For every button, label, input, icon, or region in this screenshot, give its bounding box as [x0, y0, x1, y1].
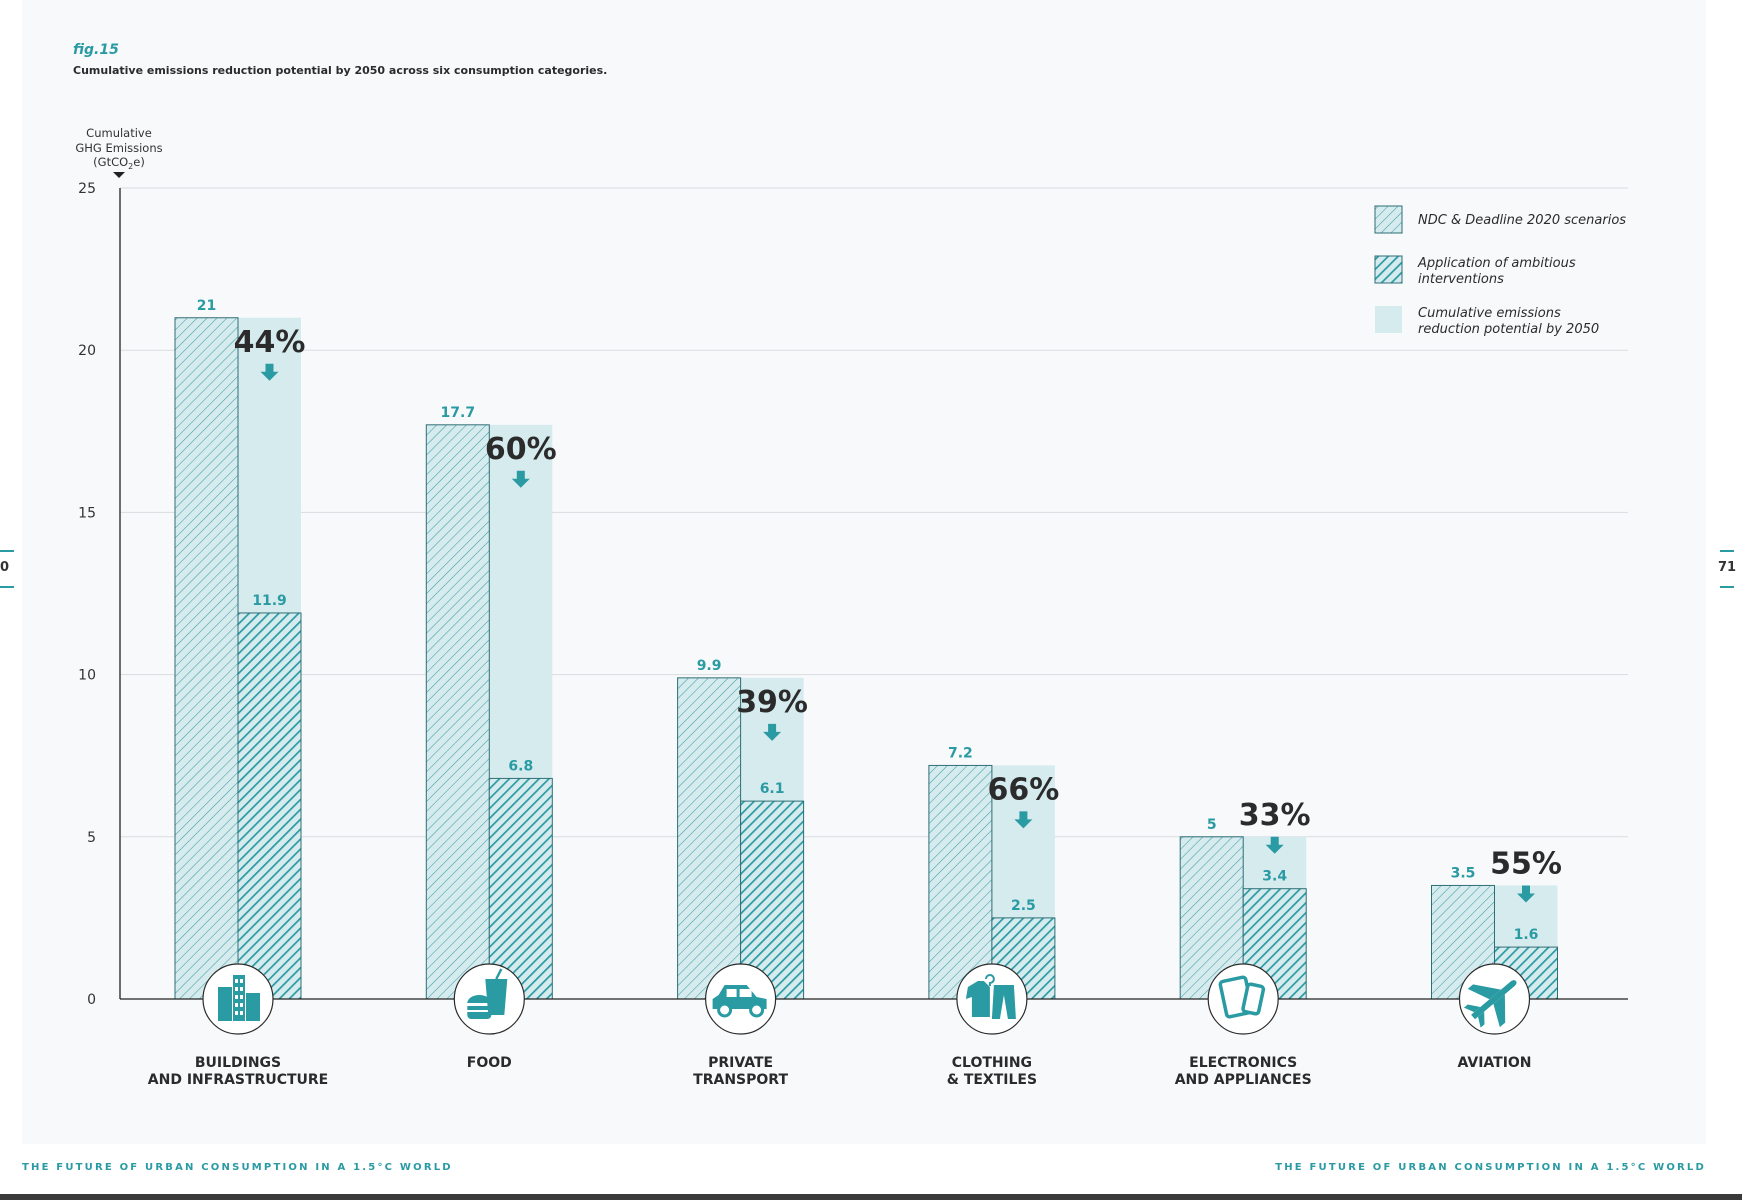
category-label: PRIVATE [708, 1055, 773, 1071]
y-tick-label: 0 [87, 992, 96, 1008]
reduction-percent: 39% [736, 685, 808, 720]
food-icon [453, 963, 525, 1035]
grid-lines [120, 187, 1628, 838]
page-tick-bottom-right [1720, 586, 1734, 588]
category-label: ELECTRONICS [1189, 1055, 1297, 1071]
value-label-ambitious: 6.1 [760, 781, 785, 797]
reduction-percent: 44% [234, 325, 306, 360]
legend-swatch-light-hatch [1374, 205, 1403, 234]
category-label: AND INFRASTRUCTURE [148, 1072, 328, 1088]
devices-icon [1207, 963, 1279, 1035]
y-tick-label: 25 [78, 181, 96, 197]
legend-swatch-solid [1375, 306, 1402, 333]
value-label-ndc: 9.9 [697, 658, 722, 674]
chart-panel [22, 0, 1706, 1144]
down-arrow-icon [1517, 885, 1535, 903]
figure-label: fig.15 [73, 42, 119, 58]
category-label: & TEXTILES [947, 1072, 1037, 1088]
value-label-ambitious: 2.5 [1011, 898, 1036, 914]
page-number-left: 0 [0, 560, 10, 575]
category-label: CLOTHING [952, 1055, 1032, 1071]
bottom-bar [0, 1194, 1742, 1200]
category-label: FOOD [467, 1055, 512, 1071]
y-tick-label: 15 [78, 505, 96, 521]
y-axis-title: GHG Emissions [75, 141, 162, 155]
y-axis-title: Cumulative [86, 126, 152, 140]
legend-label: NDC & Deadline 2020 scenarios [1418, 213, 1626, 228]
value-label-ndc: 21 [197, 298, 216, 314]
reduction-percent: 60% [485, 432, 557, 467]
value-label-ndc: 17.7 [441, 405, 476, 421]
bar-ndc [425, 424, 490, 1000]
value-label-ambitious: 1.6 [1514, 927, 1539, 943]
legend-label: Cumulative emissions [1418, 306, 1561, 321]
y-axis-title-unit: (GtCO2e) [93, 155, 145, 171]
down-arrow-icon [260, 363, 279, 381]
page-number-right: 71 [1718, 560, 1737, 575]
icon-circle [1207, 963, 1279, 1035]
category-label: AVIATION [1457, 1055, 1531, 1071]
legend-label: interventions [1418, 272, 1504, 287]
category-label: TRANSPORT [693, 1072, 788, 1088]
down-arrow-icon [1265, 836, 1284, 854]
bar-ambitious [488, 777, 553, 1000]
down-arrow-icon [763, 723, 782, 741]
y-tick-label: 5 [87, 830, 96, 846]
car-icon [704, 963, 777, 1035]
reduction-percent: 33% [1239, 798, 1311, 833]
legend-label: Application of ambitious [1417, 256, 1576, 271]
clothing-icon [956, 963, 1028, 1035]
footer-right: THE FUTURE OF URBAN CONSUMPTION IN A 1.5… [1275, 1162, 1706, 1173]
legend-label: reduction potential by 2050 [1418, 322, 1599, 337]
bar-ambitious [237, 612, 302, 1000]
y-tick-label: 10 [78, 668, 96, 684]
airplane-icon [1458, 963, 1531, 1035]
y-tick-label: 20 [78, 343, 96, 359]
page-tick-top-right [1720, 550, 1734, 552]
reduction-percent: 55% [1490, 846, 1562, 881]
legend: NDC & Deadline 2020 scenarios Application… [1374, 205, 1626, 337]
category-label: AND APPLIANCES [1175, 1072, 1312, 1088]
down-arrow-icon [511, 470, 530, 488]
bars [174, 317, 1558, 1000]
y-axis-arrow [113, 172, 125, 178]
bar-ndc [677, 677, 742, 1000]
value-label-ambitious: 3.4 [1262, 869, 1287, 885]
value-label-ambitious: 6.8 [508, 758, 533, 774]
category-icons [202, 963, 1531, 1035]
bar-ndc [928, 764, 993, 1000]
bar-ndc [174, 317, 239, 1000]
figure-subtitle: Cumulative emissions reduction potential… [73, 64, 608, 77]
legend-swatch-dark-hatch [1374, 255, 1403, 284]
reduction-percent: 66% [987, 772, 1059, 807]
value-label-ndc: 3.5 [1451, 865, 1476, 881]
value-label-ndc: 7.2 [948, 745, 973, 761]
buildings-icon [202, 963, 274, 1035]
page-tick-bottom-left [0, 586, 14, 588]
down-arrow-icon [1014, 811, 1033, 829]
page-tick-top-left [0, 550, 14, 552]
value-label-ambitious: 11.9 [252, 593, 287, 609]
value-labels: 21 11.9 44% 17.7 6.8 60% 9.9 6.1 39% 7.2 2.5 66% 5 3.… [197, 298, 1562, 943]
value-label-ndc: 5 [1207, 817, 1217, 833]
footer-left: THE FUTURE OF URBAN CONSUMPTION IN A 1.5… [22, 1162, 453, 1173]
category-label: BUILDINGS [195, 1055, 281, 1071]
